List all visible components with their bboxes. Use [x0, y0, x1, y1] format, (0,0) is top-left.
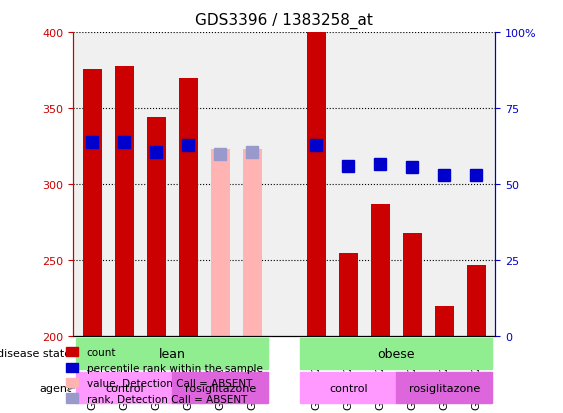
- Text: lean: lean: [159, 347, 186, 360]
- Text: agent: agent: [39, 383, 72, 393]
- Bar: [307, 33, 326, 337]
- Bar: [211, 150, 230, 337]
- Text: obese: obese: [378, 347, 415, 360]
- Text: disease state: disease state: [0, 349, 72, 358]
- FancyBboxPatch shape: [396, 372, 492, 403]
- Title: GDS3396 / 1383258_at: GDS3396 / 1383258_at: [195, 13, 373, 29]
- FancyBboxPatch shape: [77, 372, 172, 403]
- Bar: [83, 69, 102, 337]
- Bar: [435, 306, 454, 337]
- Bar: [467, 265, 486, 337]
- Bar: [339, 253, 358, 337]
- FancyBboxPatch shape: [300, 372, 396, 403]
- Bar: [243, 150, 262, 337]
- Text: rosiglitazone: rosiglitazone: [185, 383, 256, 393]
- Bar: [403, 233, 422, 337]
- FancyBboxPatch shape: [172, 372, 269, 403]
- FancyBboxPatch shape: [77, 338, 269, 369]
- Bar: [179, 78, 198, 337]
- Bar: [147, 118, 166, 337]
- Bar: [370, 204, 390, 337]
- FancyBboxPatch shape: [300, 338, 492, 369]
- Text: rosiglitazone: rosiglitazone: [409, 383, 480, 393]
- Bar: [115, 66, 134, 337]
- Text: control: control: [105, 383, 144, 393]
- Text: control: control: [329, 383, 368, 393]
- Legend: count, percentile rank within the sample, value, Detection Call = ABSENT, rank, : count, percentile rank within the sample…: [61, 343, 266, 408]
